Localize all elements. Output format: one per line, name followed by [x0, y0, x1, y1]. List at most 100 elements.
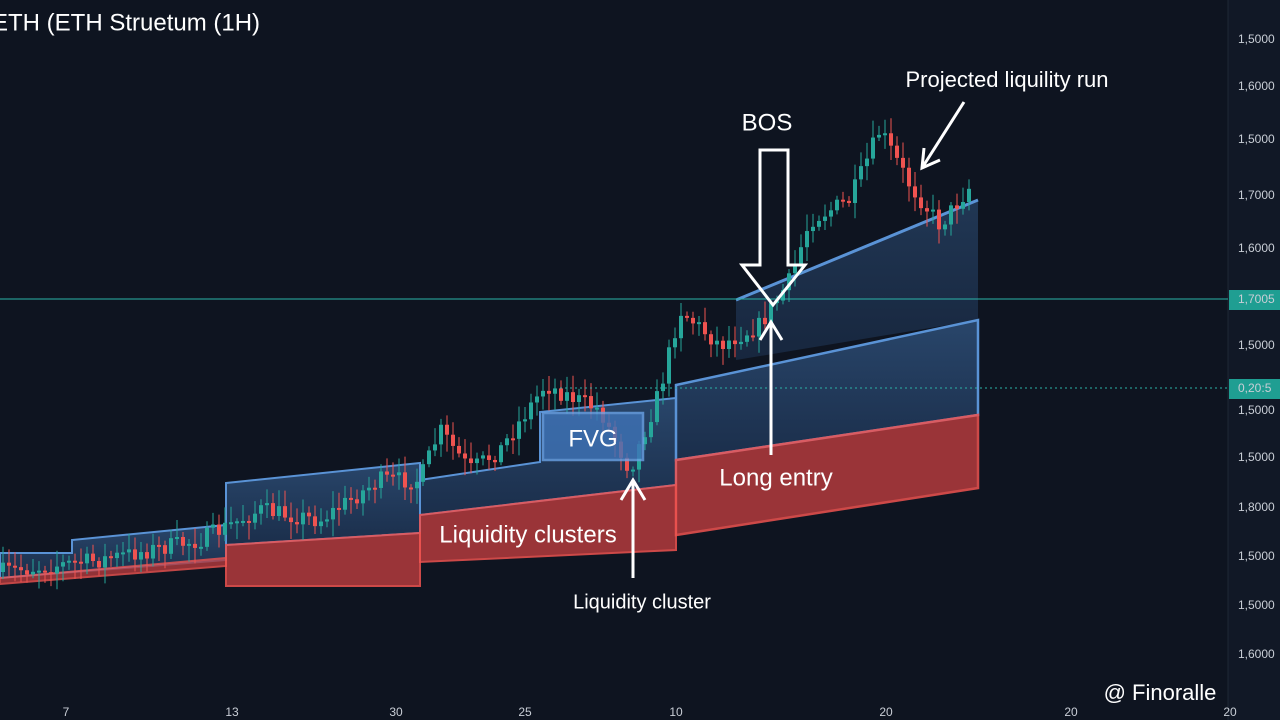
candle-body: [325, 519, 329, 522]
cluster-arrow: [619, 477, 647, 578]
price-label: 1,8000: [1238, 500, 1275, 514]
price-label: 1,5000: [1238, 450, 1275, 464]
candle-body: [337, 507, 341, 510]
projected-arrow: [920, 101, 966, 171]
price-label: 1,5000: [1238, 549, 1275, 563]
candle-body: [709, 334, 713, 345]
candle-body: [865, 158, 869, 167]
candle-body: [805, 231, 809, 248]
time-label: 13: [225, 705, 239, 719]
price-label: 1,7005: [1238, 292, 1275, 306]
candle-body: [109, 556, 113, 559]
price-label: 1,5000: [1238, 32, 1275, 46]
red-zone: [419, 483, 677, 564]
candle-body: [757, 317, 761, 337]
candle-body: [223, 522, 227, 535]
candle-body: [547, 390, 551, 394]
candle-body: [829, 210, 833, 217]
candle-body: [25, 570, 29, 575]
candle-body: [235, 521, 239, 524]
candle-body: [691, 317, 695, 324]
candle-body: [487, 455, 491, 460]
candle-body: [529, 402, 533, 420]
candle-body: [847, 200, 851, 204]
candle-body: [721, 340, 725, 349]
candle-body: [955, 205, 959, 209]
candle-body: [397, 472, 401, 476]
candle-body: [205, 527, 209, 547]
candle-body: [379, 471, 383, 488]
red-zone: [674, 413, 980, 537]
candle-body: [697, 322, 701, 325]
candle-body: [505, 438, 509, 446]
price-label: 1,7000: [1238, 188, 1275, 202]
candle-body: [565, 392, 569, 401]
candle-body: [793, 264, 797, 274]
time-label: 10: [669, 705, 683, 719]
candle-body: [769, 303, 773, 325]
entry-arrow: [758, 319, 784, 455]
candle-body: [19, 567, 23, 571]
candle-body: [811, 226, 815, 232]
candle-body: [559, 388, 563, 401]
candle-body: [103, 556, 107, 568]
candle-body: [97, 560, 101, 568]
price-label: 1,5000: [1238, 598, 1275, 612]
candle-body: [367, 487, 371, 491]
candle-body: [1, 562, 5, 572]
candle-body: [295, 522, 299, 525]
candle-body: [409, 487, 413, 490]
candle-body: [553, 388, 557, 394]
candle-body: [193, 543, 197, 548]
candle-body: [211, 524, 215, 528]
candle-body: [121, 552, 125, 555]
candle-body: [319, 521, 323, 527]
candle-body: [583, 395, 587, 398]
candle-body: [733, 340, 737, 345]
candle-body: [787, 273, 791, 291]
watermark: @ Finoralle: [1104, 680, 1217, 705]
candle-body: [817, 220, 821, 227]
arrows: [619, 101, 966, 578]
candle-body: [889, 133, 893, 146]
candle-body: [871, 137, 875, 159]
candle-body: [253, 513, 257, 523]
candle-body: [163, 545, 167, 554]
candle-body: [457, 445, 461, 454]
candle-body: [877, 134, 881, 138]
candle-body: [781, 290, 785, 301]
candle-body: [967, 188, 971, 203]
candle-body: [685, 315, 689, 318]
candle-body: [199, 546, 203, 549]
candle-body: [703, 322, 707, 335]
candle-body: [751, 335, 755, 338]
long-entry-label: Long entry: [719, 464, 832, 491]
time-label: 20: [1064, 705, 1078, 719]
candle-body: [385, 471, 389, 475]
price-label: 1,5000: [1238, 132, 1275, 146]
candle-body: [403, 472, 407, 488]
candle-body: [115, 552, 119, 559]
candle-body: [925, 208, 929, 212]
candle-body: [355, 499, 359, 504]
candle-body: [523, 419, 527, 422]
candle-body: [499, 445, 503, 463]
candle-body: [49, 572, 53, 575]
candle-body: [259, 505, 263, 514]
candle-body: [763, 317, 767, 325]
candle-body: [391, 474, 395, 477]
candle-body: [139, 552, 143, 560]
candle-body: [175, 537, 179, 540]
candle-body: [673, 338, 677, 348]
price-label: 0,20:5: [1238, 381, 1272, 395]
price-label: 1,5000: [1238, 403, 1275, 417]
candle-body: [439, 424, 443, 445]
price-label: 1,5000: [1238, 338, 1275, 352]
price-label: 1,6000: [1238, 79, 1275, 93]
candle-body: [421, 464, 425, 482]
candle-body: [361, 490, 365, 504]
candle-body: [919, 197, 923, 209]
candle-body: [541, 390, 545, 397]
